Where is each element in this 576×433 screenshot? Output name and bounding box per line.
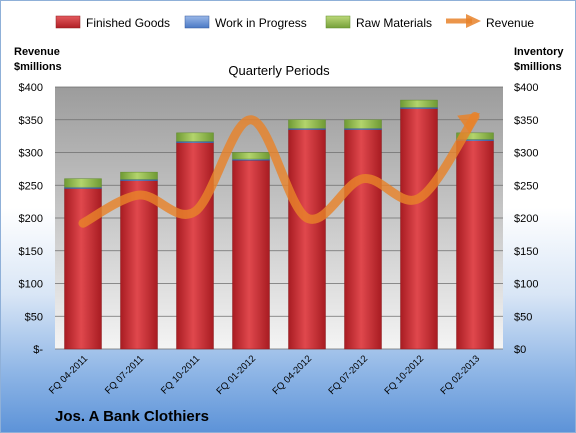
legend: Finished Goods Work in Progress Raw Mate… — [55, 14, 534, 30]
x-tick-label: FQ 10-2012 — [382, 353, 426, 397]
bar-finished-goods — [344, 129, 382, 350]
right-tick-label: $250 — [514, 180, 538, 192]
x-tick-label: FQ 04-2012 — [270, 353, 314, 397]
x-tick-label: FQ 07-2011 — [103, 353, 146, 396]
bar-raw-materials — [176, 132, 214, 142]
x-axis-ticks: FQ 04-2011 FQ 07-2011 FQ 10-2011 FQ 01-2012… — [47, 353, 482, 397]
bar-finished-goods — [120, 180, 158, 350]
bars — [64, 99, 494, 350]
right-axis-ticks: $0 $50 $100 $150 $200 $250 $300 $350 $400 — [514, 82, 538, 356]
left-tick-label: $- — [33, 344, 43, 356]
bar-finished-goods — [456, 140, 494, 350]
company-name: Jos. A Bank Clothiers — [55, 408, 209, 425]
left-axis-title-line2: $millions — [14, 61, 62, 73]
left-tick-label: $250 — [19, 180, 43, 192]
bar-raw-materials — [288, 119, 326, 129]
x-tick-label: FQ 04-2011 — [47, 353, 90, 396]
chart-title: Quarterly Periods — [228, 63, 330, 78]
left-tick-label: $300 — [19, 148, 43, 160]
x-tick-label: FQ 02-2013 — [438, 353, 482, 397]
bar-finished-goods — [400, 108, 438, 350]
x-tick-label: FQ 10-2011 — [159, 353, 202, 396]
right-tick-label: $100 — [514, 279, 538, 291]
bar-raw-materials — [64, 178, 102, 188]
bar-finished-goods — [176, 142, 214, 350]
left-tick-label: $150 — [19, 246, 43, 258]
x-tick-label: FQ 01-2012 — [214, 353, 258, 397]
x-tick-label: FQ 07-2012 — [326, 353, 370, 397]
revenue-line — [78, 111, 480, 228]
legend-swatch-finished-goods — [55, 15, 81, 29]
right-tick-label: $150 — [514, 246, 538, 258]
right-tick-label: $50 — [514, 311, 532, 323]
right-tick-label: $350 — [514, 115, 538, 127]
legend-label-finished-goods: Finished Goods — [86, 16, 170, 30]
left-axis-title-line1: Revenue — [14, 46, 60, 58]
legend-label-raw-materials: Raw Materials — [356, 16, 432, 30]
legend-label-revenue: Revenue — [486, 16, 534, 30]
bar-finished-goods — [232, 160, 270, 350]
legend-swatch-raw-materials — [325, 15, 351, 29]
left-tick-label: $350 — [19, 115, 43, 127]
right-axis-title-line2: $millions — [514, 61, 562, 73]
left-tick-label: $50 — [25, 311, 43, 323]
legend-swatch-work-in-progress — [184, 15, 210, 29]
bar-finished-goods — [288, 129, 326, 350]
left-tick-label: $400 — [19, 82, 43, 94]
revenue-line-layer — [78, 111, 480, 228]
bar-raw-materials — [344, 119, 382, 129]
left-tick-label: $100 — [19, 279, 43, 291]
bar-raw-materials — [400, 99, 438, 108]
right-tick-label: $200 — [514, 213, 538, 225]
bar-raw-materials — [120, 171, 158, 180]
legend-label-work-in-progress: Work in Progress — [215, 16, 307, 30]
right-axis-title-line1: Inventory — [514, 46, 564, 58]
bar-raw-materials — [456, 132, 494, 140]
right-tick-label: $400 — [514, 82, 538, 94]
left-axis-title: Revenue $millions — [14, 46, 63, 73]
right-tick-label: $300 — [514, 148, 538, 160]
left-axis-ticks: $- $50 $100 $150 $200 $250 $300 $350 $400 — [19, 82, 44, 356]
legend-swatch-revenue — [446, 14, 481, 28]
revenue-arrowhead — [457, 112, 480, 134]
left-tick-label: $200 — [19, 213, 43, 225]
right-tick-label: $0 — [514, 344, 526, 356]
bar-raw-materials — [232, 152, 270, 160]
right-axis-title: Inventory $millions — [514, 46, 567, 73]
